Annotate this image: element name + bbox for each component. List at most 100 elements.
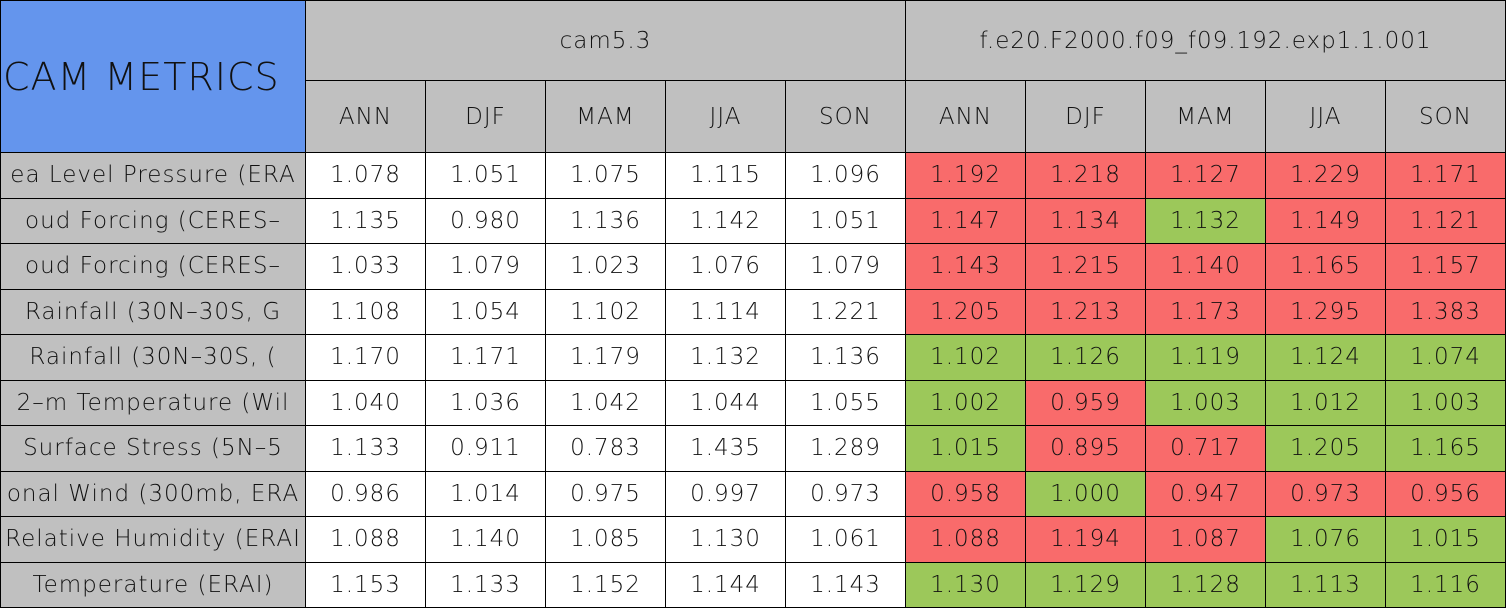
metric-cell: 1.115 — [665, 152, 786, 199]
metric-cell: 1.054 — [425, 288, 546, 335]
metric-cell: 0.717 — [1145, 425, 1266, 472]
metric-cell: 1.078 — [305, 152, 426, 199]
metric-cell: 1.215 — [1025, 243, 1146, 290]
metric-cell: 1.036 — [425, 379, 546, 426]
metric-cell: 1.033 — [305, 243, 426, 290]
metric-cell: 1.383 — [1385, 288, 1506, 335]
metric-cell: 1.079 — [425, 243, 546, 290]
metric-cell: 1.076 — [1265, 516, 1386, 563]
metric-cell: 1.435 — [665, 425, 786, 472]
metric-cell: 1.135 — [305, 197, 426, 244]
metric-cell: 1.179 — [545, 334, 666, 381]
metric-cell: 1.102 — [905, 334, 1026, 381]
metric-cell: 1.128 — [1145, 561, 1266, 608]
metric-cell: 1.003 — [1145, 379, 1266, 426]
row-label: Relative Humidity (ERAI — [0, 516, 306, 563]
metric-cell: 0.895 — [1025, 425, 1146, 472]
metric-cell: 1.129 — [1025, 561, 1146, 608]
metric-cell: 1.133 — [305, 425, 426, 472]
metric-cell: 1.127 — [1145, 152, 1266, 199]
metric-cell: 1.079 — [785, 243, 906, 290]
metric-cell: 0.956 — [1385, 470, 1506, 517]
season-header: JJA — [665, 80, 786, 153]
metric-cell: 1.142 — [665, 197, 786, 244]
metric-cell: 1.140 — [1145, 243, 1266, 290]
metric-cell: 0.947 — [1145, 470, 1266, 517]
row-label: oud Forcing (CERES– — [0, 197, 306, 244]
metric-cell: 0.986 — [305, 470, 426, 517]
metric-cell: 1.147 — [905, 197, 1026, 244]
metric-cell: 1.119 — [1145, 334, 1266, 381]
metric-cell: 1.289 — [785, 425, 906, 472]
metric-cell: 1.170 — [305, 334, 426, 381]
season-header: DJF — [1025, 80, 1146, 153]
row-label: onal Wind (300mb, ERA — [0, 470, 306, 517]
metric-cell: 1.096 — [785, 152, 906, 199]
season-header: SON — [1385, 80, 1506, 153]
metric-cell: 1.295 — [1265, 288, 1386, 335]
title-cell: CAM METRICS — [0, 0, 306, 153]
metric-cell: 1.088 — [305, 516, 426, 563]
group-header: cam5.3 — [305, 0, 906, 81]
metric-cell: 1.218 — [1025, 152, 1146, 199]
metric-cell: 1.085 — [545, 516, 666, 563]
metric-cell: 1.124 — [1265, 334, 1386, 381]
metric-cell: 1.140 — [425, 516, 546, 563]
row-label: 2–m Temperature (Wil — [0, 379, 306, 426]
metric-cell: 1.088 — [905, 516, 1026, 563]
metric-cell: 1.012 — [1265, 379, 1386, 426]
metric-cell: 1.144 — [665, 561, 786, 608]
metric-cell: 1.143 — [785, 561, 906, 608]
metric-cell: 1.132 — [665, 334, 786, 381]
season-header: JJA — [1265, 80, 1386, 153]
metric-cell: 1.136 — [785, 334, 906, 381]
metric-cell: 1.014 — [425, 470, 546, 517]
metric-cell: 1.087 — [1145, 516, 1266, 563]
row-label: Temperature (ERAI) — [0, 561, 306, 608]
metric-cell: 1.152 — [545, 561, 666, 608]
metric-cell: 1.171 — [1385, 152, 1506, 199]
metric-cell: 1.074 — [1385, 334, 1506, 381]
metric-cell: 0.997 — [665, 470, 786, 517]
metric-cell: 1.165 — [1385, 425, 1506, 472]
metric-cell: 1.023 — [545, 243, 666, 290]
metric-cell: 0.980 — [425, 197, 546, 244]
metric-cell: 1.076 — [665, 243, 786, 290]
metric-cell: 1.044 — [665, 379, 786, 426]
metric-cell: 0.973 — [1265, 470, 1386, 517]
metric-cell: 1.116 — [1385, 561, 1506, 608]
season-header: ANN — [305, 80, 426, 153]
metric-cell: 1.130 — [905, 561, 1026, 608]
row-label: oud Forcing (CERES– — [0, 243, 306, 290]
season-header: MAM — [545, 80, 666, 153]
metric-cell: 1.136 — [545, 197, 666, 244]
metric-cell: 1.042 — [545, 379, 666, 426]
season-header: ANN — [905, 80, 1026, 153]
metric-cell: 1.130 — [665, 516, 786, 563]
metric-cell: 0.959 — [1025, 379, 1146, 426]
metric-cell: 0.911 — [425, 425, 546, 472]
metric-cell: 1.061 — [785, 516, 906, 563]
metric-cell: 1.153 — [305, 561, 426, 608]
metric-cell: 1.015 — [1385, 516, 1506, 563]
metric-cell: 1.002 — [905, 379, 1026, 426]
metric-cell: 1.143 — [905, 243, 1026, 290]
metric-cell: 1.003 — [1385, 379, 1506, 426]
metric-cell: 1.171 — [425, 334, 546, 381]
season-header: DJF — [425, 80, 546, 153]
metric-cell: 1.040 — [305, 379, 426, 426]
metric-cell: 1.113 — [1265, 561, 1386, 608]
metric-cell: 0.975 — [545, 470, 666, 517]
metric-cell: 1.000 — [1025, 470, 1146, 517]
metric-cell: 1.132 — [1145, 197, 1266, 244]
row-label: Rainfall (30N–30S, ( — [0, 334, 306, 381]
metric-cell: 1.173 — [1145, 288, 1266, 335]
metric-cell: 1.221 — [785, 288, 906, 335]
metric-cell: 1.126 — [1025, 334, 1146, 381]
metric-cell: 1.121 — [1385, 197, 1506, 244]
metric-cell: 1.149 — [1265, 197, 1386, 244]
metric-cell: 1.194 — [1025, 516, 1146, 563]
metric-cell: 0.958 — [905, 470, 1026, 517]
metric-cell: 1.015 — [905, 425, 1026, 472]
